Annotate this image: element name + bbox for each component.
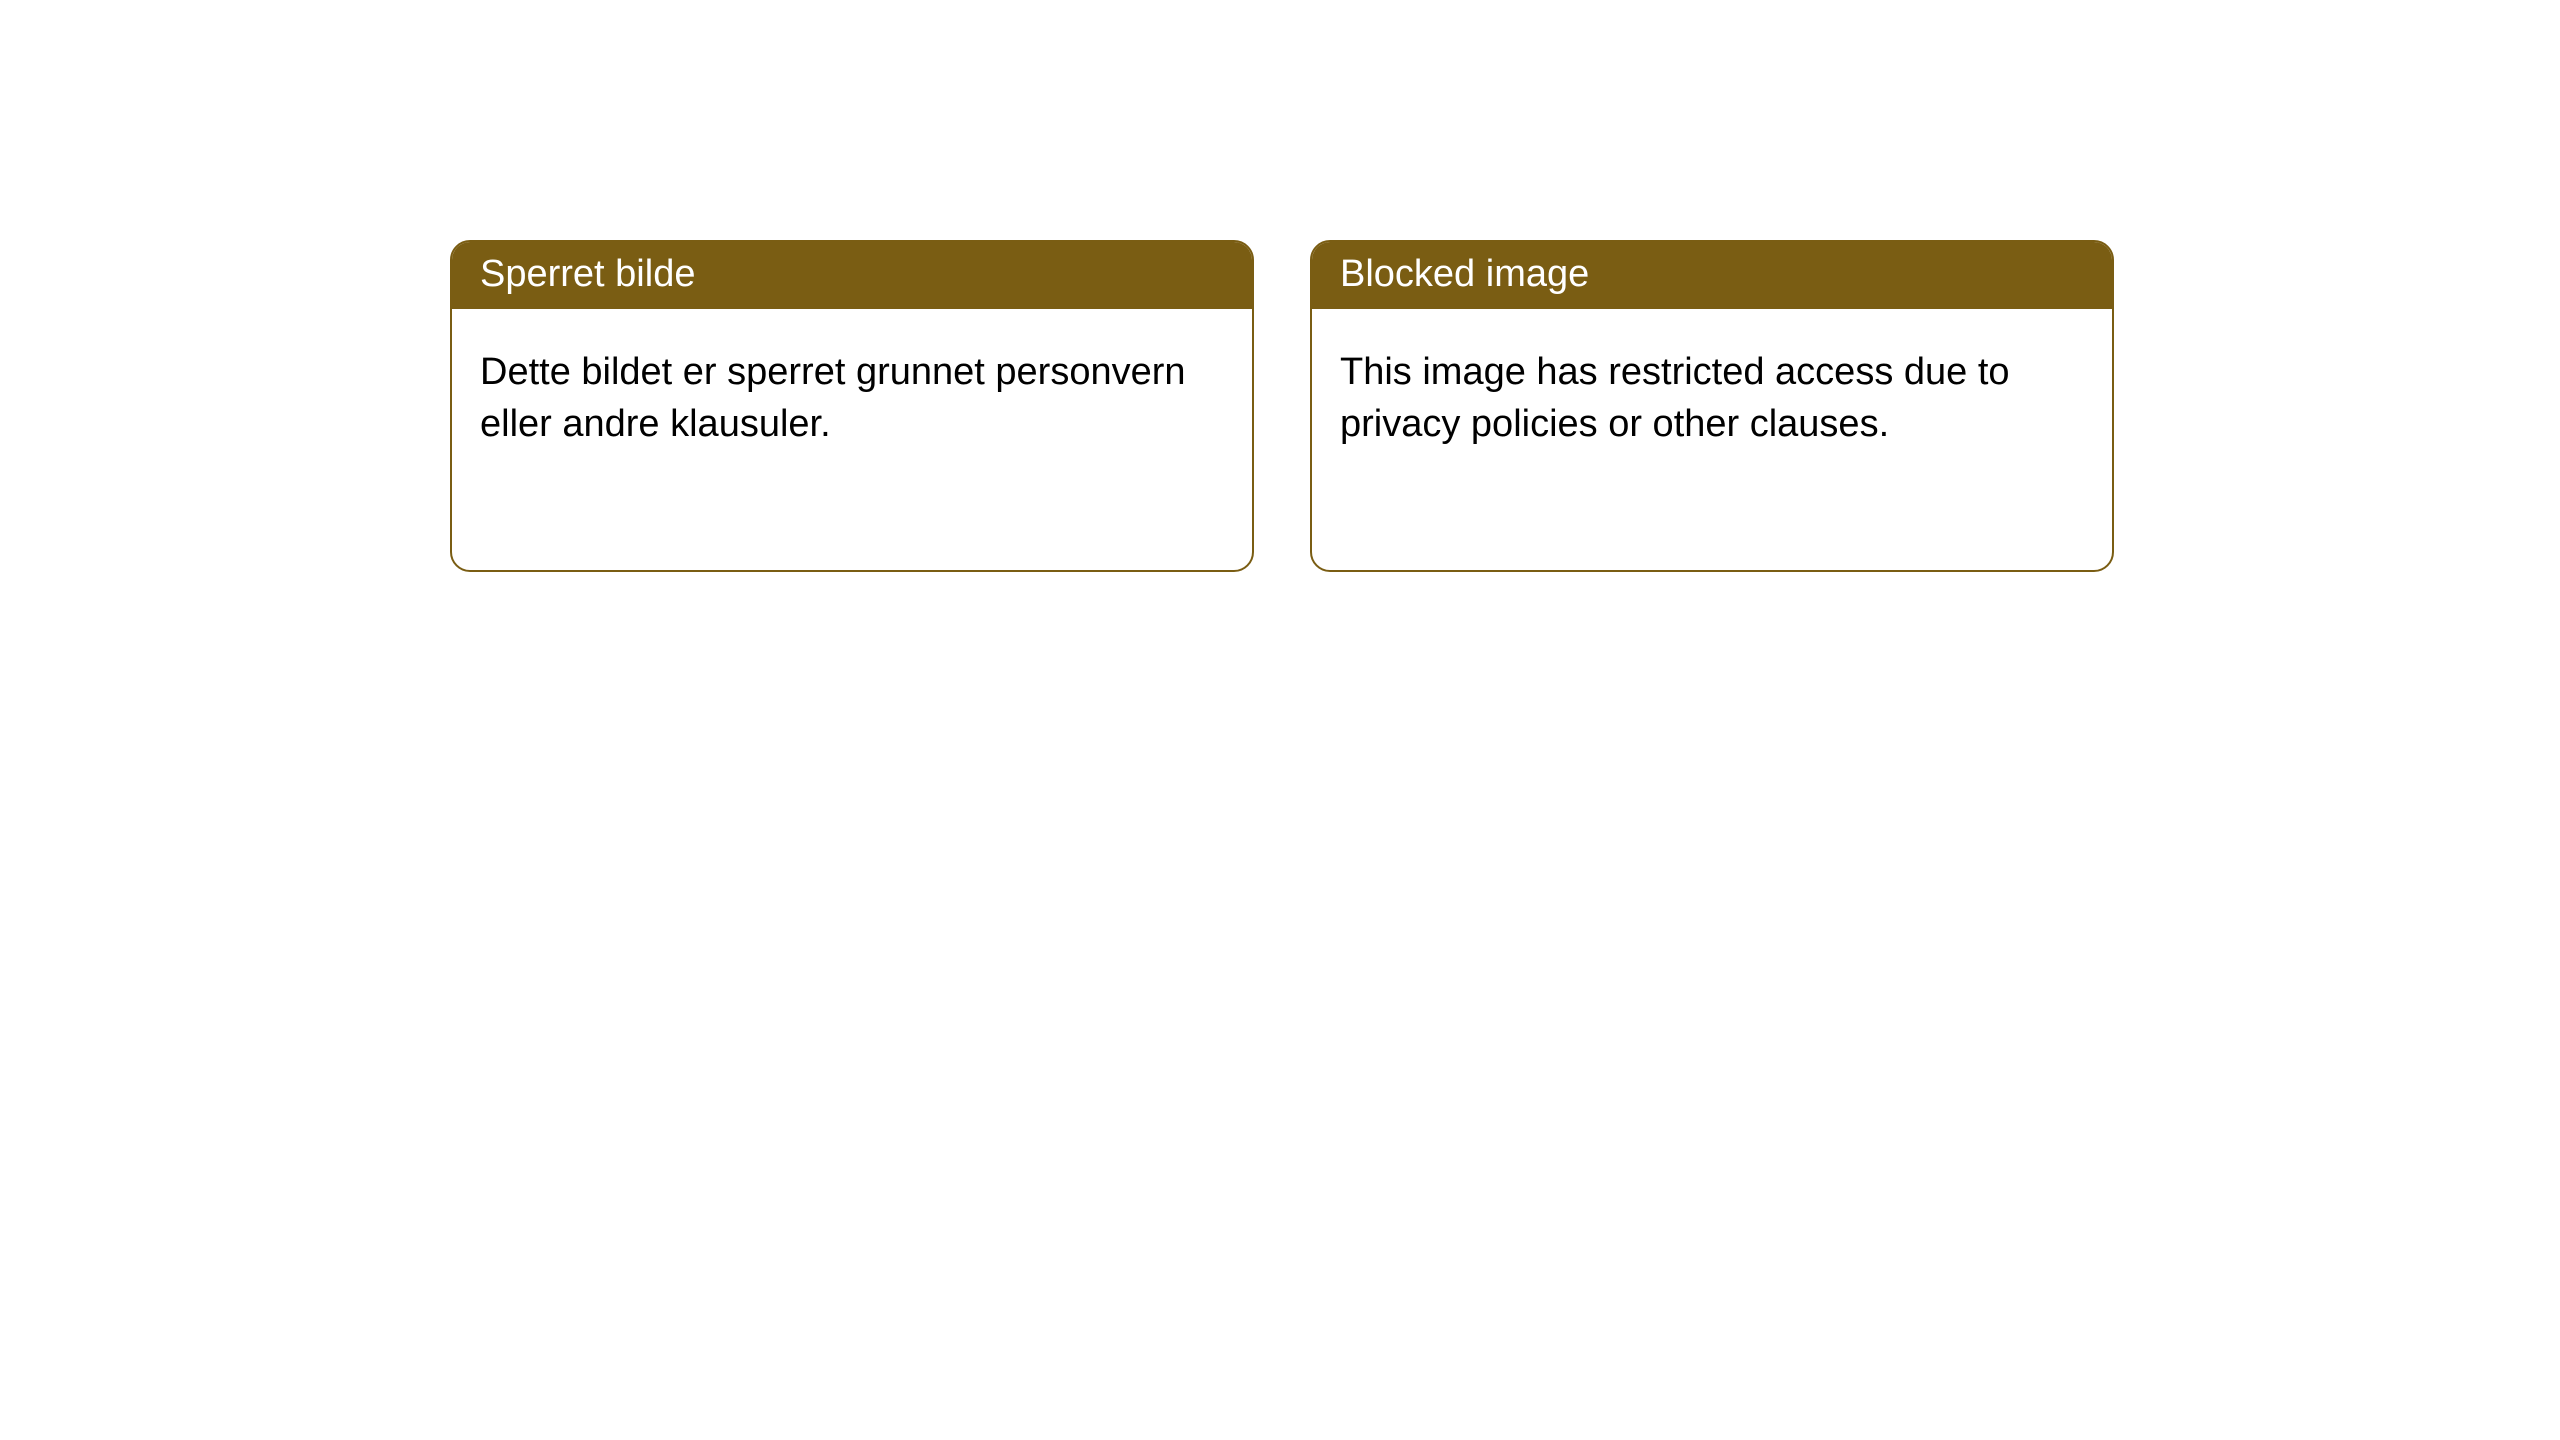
card-message: Dette bildet er sperret grunnet personve… (480, 351, 1186, 444)
card-title: Blocked image (1340, 253, 1589, 295)
card-body-english: This image has restricted access due to … (1312, 309, 2112, 488)
card-title: Sperret bilde (480, 253, 695, 295)
card-message: This image has restricted access due to … (1340, 351, 2010, 444)
card-header-english: Blocked image (1312, 242, 2112, 309)
blocked-image-card-norwegian: Sperret bilde Dette bildet er sperret gr… (450, 240, 1254, 572)
card-body-norwegian: Dette bildet er sperret grunnet personve… (452, 309, 1252, 488)
notice-card-container: Sperret bilde Dette bildet er sperret gr… (0, 0, 2560, 572)
card-header-norwegian: Sperret bilde (452, 242, 1252, 309)
blocked-image-card-english: Blocked image This image has restricted … (1310, 240, 2114, 572)
